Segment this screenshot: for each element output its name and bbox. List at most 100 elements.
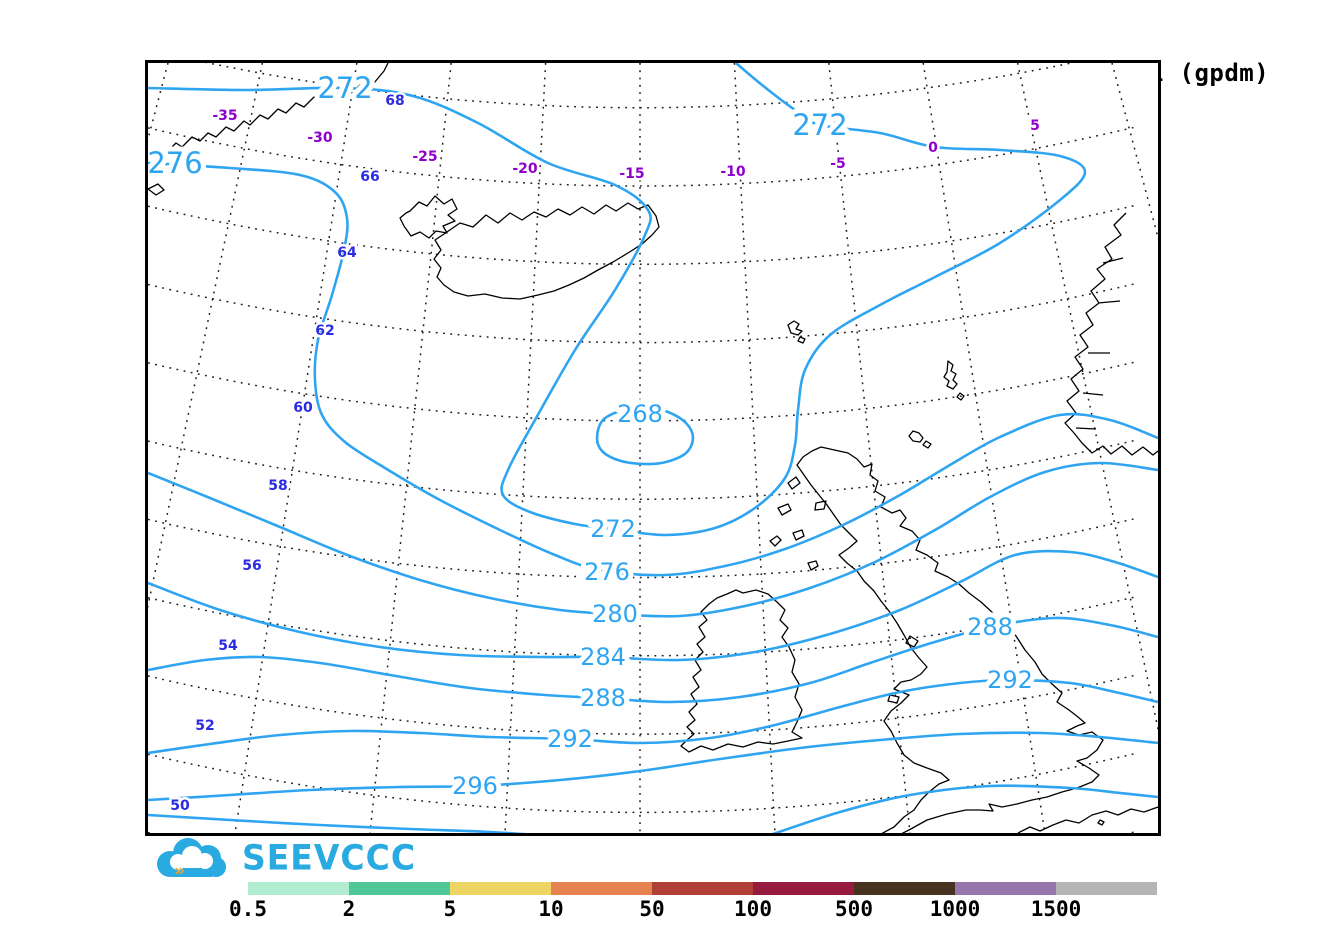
longitude-label: -25 bbox=[412, 149, 437, 165]
contour-label: 268 bbox=[617, 400, 663, 428]
graticule-parallel bbox=[148, 125, 1139, 187]
colorbar-tick-label: 50 bbox=[639, 897, 665, 921]
colorbar-tick-labels: 0.5 2 5 10 50 100 500 1000 1500 bbox=[229, 897, 1248, 923]
coastline bbox=[777, 503, 792, 516]
contour-label: 288 bbox=[580, 684, 626, 712]
contour-label: 280 bbox=[592, 600, 638, 628]
latitude-label: 58 bbox=[268, 478, 287, 494]
deposition-colorbar bbox=[248, 882, 1157, 895]
latitude-label: 60 bbox=[293, 400, 313, 416]
contour-labels: 272 272 272 268 276 276 280 284 288 288 292 292 296 bbox=[148, 66, 1038, 805]
longitude-label: -15 bbox=[619, 166, 644, 182]
coastline bbox=[887, 694, 900, 704]
graticule-parallel bbox=[148, 673, 1139, 735]
contour-label: 276 bbox=[148, 146, 203, 180]
contour-label: 292 bbox=[987, 666, 1033, 694]
colorbar-tick-label: 500 bbox=[835, 897, 873, 921]
graticule bbox=[148, 63, 1158, 833]
contour-label: 272 bbox=[590, 515, 636, 543]
latitude-label: 50 bbox=[170, 798, 190, 814]
longitude-label: -20 bbox=[512, 161, 538, 177]
coastline bbox=[148, 63, 389, 156]
geopotential-contours bbox=[148, 63, 1158, 833]
coastline bbox=[814, 500, 827, 511]
coastline bbox=[1075, 427, 1097, 430]
coastline bbox=[905, 635, 919, 648]
graticule-parallel bbox=[148, 752, 1139, 814]
longitude-label: -35 bbox=[212, 108, 237, 124]
contour-label: 288 bbox=[967, 613, 1013, 641]
graticule-parallel bbox=[205, 63, 1076, 109]
coastlines bbox=[148, 63, 1158, 833]
contour-label: 292 bbox=[547, 725, 593, 753]
contour-path-284 bbox=[148, 549, 1158, 662]
coastline bbox=[1064, 212, 1158, 456]
contour-path-288 bbox=[148, 616, 1158, 704]
coastline bbox=[399, 195, 458, 239]
coastline bbox=[797, 336, 806, 344]
colorbar-tick-label: 0.5 bbox=[229, 897, 267, 921]
latitude-label: 64 bbox=[337, 245, 357, 261]
graticule-parallel bbox=[148, 438, 1139, 500]
coastline bbox=[792, 529, 805, 541]
colorbar-segment bbox=[450, 882, 551, 895]
graticule-parallel bbox=[148, 204, 1139, 266]
contour-label: 284 bbox=[580, 643, 626, 671]
latitude-label: 52 bbox=[195, 718, 214, 734]
longitude-label: -30 bbox=[307, 130, 333, 146]
longitude-label: 0 bbox=[928, 140, 938, 156]
contour-label: 272 bbox=[317, 71, 372, 105]
contour-path-268 bbox=[595, 405, 695, 466]
latitude-label: 56 bbox=[242, 558, 261, 574]
coastline bbox=[1017, 806, 1158, 833]
graticule-meridian bbox=[828, 63, 911, 833]
longitude-label: -5 bbox=[830, 156, 846, 172]
contour-path-280 bbox=[148, 461, 1158, 618]
graticule-meridian bbox=[1111, 63, 1158, 241]
coastline bbox=[1082, 392, 1104, 396]
latitude-label: 68 bbox=[385, 93, 404, 109]
graticule-meridian bbox=[369, 63, 452, 833]
colorbar-segment bbox=[955, 882, 1056, 895]
graticule-labels: -35 -30 -25 -20 -15 -10 -5 0 5 68 66 64 62 60 58 56 54 52… bbox=[168, 91, 1043, 817]
contour-path-276 bbox=[148, 161, 1158, 577]
colorbar-tick-label: 100 bbox=[734, 897, 772, 921]
graticule-meridian bbox=[733, 63, 776, 833]
graticule-meridian bbox=[504, 63, 547, 833]
contour-label: 296 bbox=[452, 772, 498, 800]
contour-label: 276 bbox=[584, 558, 630, 586]
cloud-logo-icon: » bbox=[157, 838, 226, 880]
logo: » SEEVCCC bbox=[148, 836, 416, 880]
contour-path-296 bbox=[148, 731, 1158, 802]
coastline bbox=[433, 202, 660, 300]
coastline bbox=[908, 430, 924, 443]
graticule-meridian bbox=[234, 63, 358, 833]
map-frame: 272 272 272 268 276 276 280 284 288 288 292 292 296 -… bbox=[145, 60, 1161, 836]
coastline bbox=[148, 183, 165, 196]
colorbar-segment bbox=[551, 882, 652, 895]
longitude-label: -10 bbox=[720, 164, 746, 180]
latitude-label: 62 bbox=[315, 323, 334, 339]
svg-text:»: » bbox=[174, 861, 185, 880]
coastline bbox=[1097, 819, 1105, 826]
coastline bbox=[787, 476, 801, 490]
graticule-parallel bbox=[148, 517, 1139, 579]
graticule-parallel bbox=[148, 360, 1139, 422]
colorbar-segment bbox=[854, 882, 955, 895]
graticule-parallel bbox=[148, 282, 1139, 344]
coastline bbox=[922, 440, 932, 449]
coastline bbox=[769, 535, 782, 547]
contour-path-300 bbox=[771, 784, 1158, 833]
contour-label: 272 bbox=[792, 108, 847, 142]
latitude-label: 54 bbox=[218, 638, 238, 654]
contour-map: 272 272 272 268 276 276 280 284 288 288 292 292 296 -… bbox=[148, 63, 1158, 833]
coastline bbox=[1102, 257, 1124, 264]
coastline bbox=[787, 320, 803, 336]
colorbar-segment bbox=[349, 882, 450, 895]
contour-path-300 bbox=[148, 813, 527, 833]
colorbar-segment bbox=[248, 882, 349, 895]
colorbar-segment bbox=[753, 882, 854, 895]
colorbar-tick-label: 2 bbox=[342, 897, 356, 921]
contour-path-292 bbox=[148, 678, 1158, 755]
